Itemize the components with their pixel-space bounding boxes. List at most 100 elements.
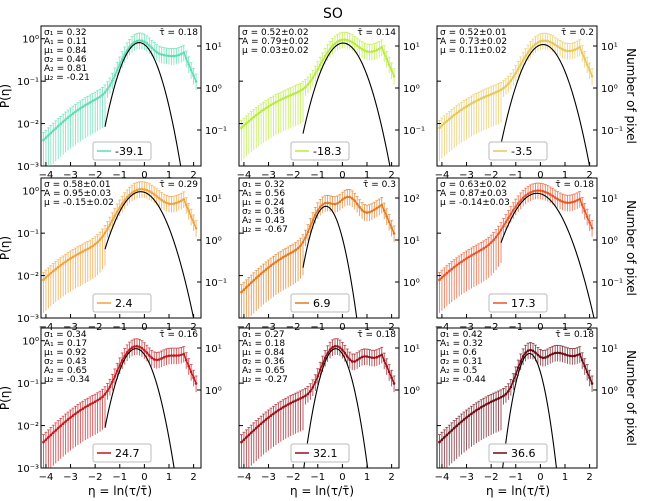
x-tick-label: 2 xyxy=(388,472,394,483)
y2-tick-label: 10⁰ xyxy=(601,84,618,95)
axes-frame xyxy=(40,327,202,469)
x-tick-label: 0 xyxy=(537,170,543,181)
y2-tick-label: 10⁰ xyxy=(205,386,222,397)
y2-tick-label: 10⁰ xyxy=(205,236,222,247)
legend-label: 24.7 xyxy=(115,447,140,460)
x-tick-label: −3 xyxy=(261,472,276,483)
y2-tick-label: 10¹ xyxy=(205,344,222,355)
y2-tick-label: 10⁻¹ xyxy=(205,278,227,289)
fit-param-label: μ₁ = 0.84 xyxy=(44,46,87,56)
plot-area xyxy=(41,32,198,166)
fit-param-label: σ₁ = 0.42 xyxy=(440,330,483,340)
legend-box xyxy=(92,443,152,463)
fit-param-label: μ₁ = 0.24 xyxy=(242,198,285,208)
x-tick-label: −2 xyxy=(286,170,301,181)
y-tick-label: 10⁻³ xyxy=(17,162,39,173)
y-tick-label: 10⁻¹ xyxy=(17,229,39,240)
fit-param-label: σ = 0.58±0.01 xyxy=(44,180,111,190)
y-tick-label: 10⁻² xyxy=(17,272,39,283)
x-tick-label: −4 xyxy=(435,472,450,483)
x-tick-label: −2 xyxy=(484,472,499,483)
legend-box xyxy=(92,293,152,313)
series-line xyxy=(240,345,395,443)
fit-param-label: σ₁ = 0.34 xyxy=(44,330,87,340)
ylabel-left: P(η) xyxy=(0,386,12,410)
y2-tick-label: 10¹ xyxy=(403,344,420,355)
ylabel-left: P(η) xyxy=(0,236,12,260)
figure-title: SO xyxy=(323,6,343,22)
x-tick-label: −2 xyxy=(88,472,103,483)
fit-param-label: σ = 0.52±0.01 xyxy=(440,28,507,38)
y-tick-label: 10⁻³ xyxy=(17,314,39,325)
fit-curve xyxy=(104,42,182,166)
y-tick-label: 10⁰ xyxy=(22,337,39,348)
legend: 36.6 xyxy=(488,443,548,463)
x-tick-label: −3 xyxy=(261,170,276,181)
fit-param-label: μ₂ = -0.34 xyxy=(44,375,90,385)
legend: 2.4 xyxy=(92,293,152,313)
fit-param-label: A₁ = 0.17 xyxy=(44,339,87,349)
ylabel-right: Number of pixel xyxy=(624,200,638,296)
x-tick-label: 0 xyxy=(141,170,147,181)
xlabel-col1: η = ln(τ/τ̄) xyxy=(88,484,152,498)
fit-param-label: σ₂ = 0.31 xyxy=(440,357,483,367)
plot-area xyxy=(437,182,595,318)
x-tick-label: −4 xyxy=(39,472,54,483)
x-tick-label: −4 xyxy=(39,170,54,181)
legend-box xyxy=(488,141,548,161)
series-line xyxy=(42,39,197,141)
fit-param-label: A₂ = 0.43 xyxy=(242,216,285,226)
y2-tick-label: 10¹ xyxy=(205,194,222,205)
fit-param-label: A₁ = 0.32 xyxy=(440,339,483,349)
legend-box xyxy=(290,443,350,463)
x-tick-label: 2 xyxy=(190,170,196,181)
y-tick-label: 10⁻³ xyxy=(17,464,39,475)
fit-param-label: σ = 0.52±0.02 xyxy=(242,28,309,38)
fit-param-label: σ₂ = 0.43 xyxy=(44,357,87,367)
series-line xyxy=(438,189,593,281)
x-tick-label: −1 xyxy=(310,170,325,181)
y-tick-label: 10⁰ xyxy=(22,187,39,198)
legend-label: 2.4 xyxy=(115,297,133,310)
series-line xyxy=(240,196,395,293)
y2-tick-label: 10¹ xyxy=(205,42,222,53)
legend-label: -39.1 xyxy=(115,145,143,158)
fit-param-label: μ = -0.15±0.02 xyxy=(44,198,114,208)
plot-area xyxy=(437,32,594,166)
fit-param-label: σ₂ = 0.36 xyxy=(242,357,285,367)
y2-tick-label: 10⁰ xyxy=(601,386,618,397)
plot-area xyxy=(239,31,396,166)
x-tick-label: −4 xyxy=(237,472,252,483)
x-tick-label: −2 xyxy=(88,170,103,181)
fit-curve xyxy=(302,42,391,166)
x-tick-label: 1 xyxy=(166,472,172,483)
panel-p2: −4 −3 −2 −1 0 1 2 10¹ 10⁰ 10⁻¹ σ = 0.52±0.02A = 0.… xyxy=(237,25,425,181)
y-tick-label: 10⁰ xyxy=(22,35,39,46)
axes-frame xyxy=(40,25,202,167)
tau-label: τ̄ = 0.18 xyxy=(555,180,594,190)
fit-param-label: μ₂ = -0.27 xyxy=(242,375,288,385)
series-line xyxy=(438,349,593,443)
fit-param-label: A₁ = 0.11 xyxy=(44,37,87,47)
panel-p1: −4 −3 −2 −1 0 1 2 10⁻³ 10⁻² 10⁻¹ 10⁰ 10¹ 10⁰ 10⁻¹ σ₁ =… xyxy=(0,25,227,181)
y2-tick-label: 10¹ xyxy=(601,194,618,205)
fit-param-label: μ₁ = 0.84 xyxy=(242,348,285,358)
fit-param-label: σ₁ = 0.32 xyxy=(44,28,87,38)
legend-label: -3.5 xyxy=(511,145,532,158)
y2-tick-label: 10⁻¹ xyxy=(403,126,425,137)
fit-param-label: μ₂ = -0.67 xyxy=(242,225,288,235)
x-tick-label: −3 xyxy=(459,472,474,483)
fit-param-label: A = 0.95±0.03 xyxy=(44,189,111,199)
y2-tick-label: 10⁻¹ xyxy=(205,126,227,137)
legend: 6.9 xyxy=(290,293,350,313)
fit-curve xyxy=(500,43,591,166)
fit-param-label: μ = 0.11±0.02 xyxy=(440,46,507,56)
tau-label: τ̄ = 0.14 xyxy=(357,28,396,38)
legend-label: 36.6 xyxy=(511,447,536,460)
axes-frame xyxy=(436,177,598,319)
